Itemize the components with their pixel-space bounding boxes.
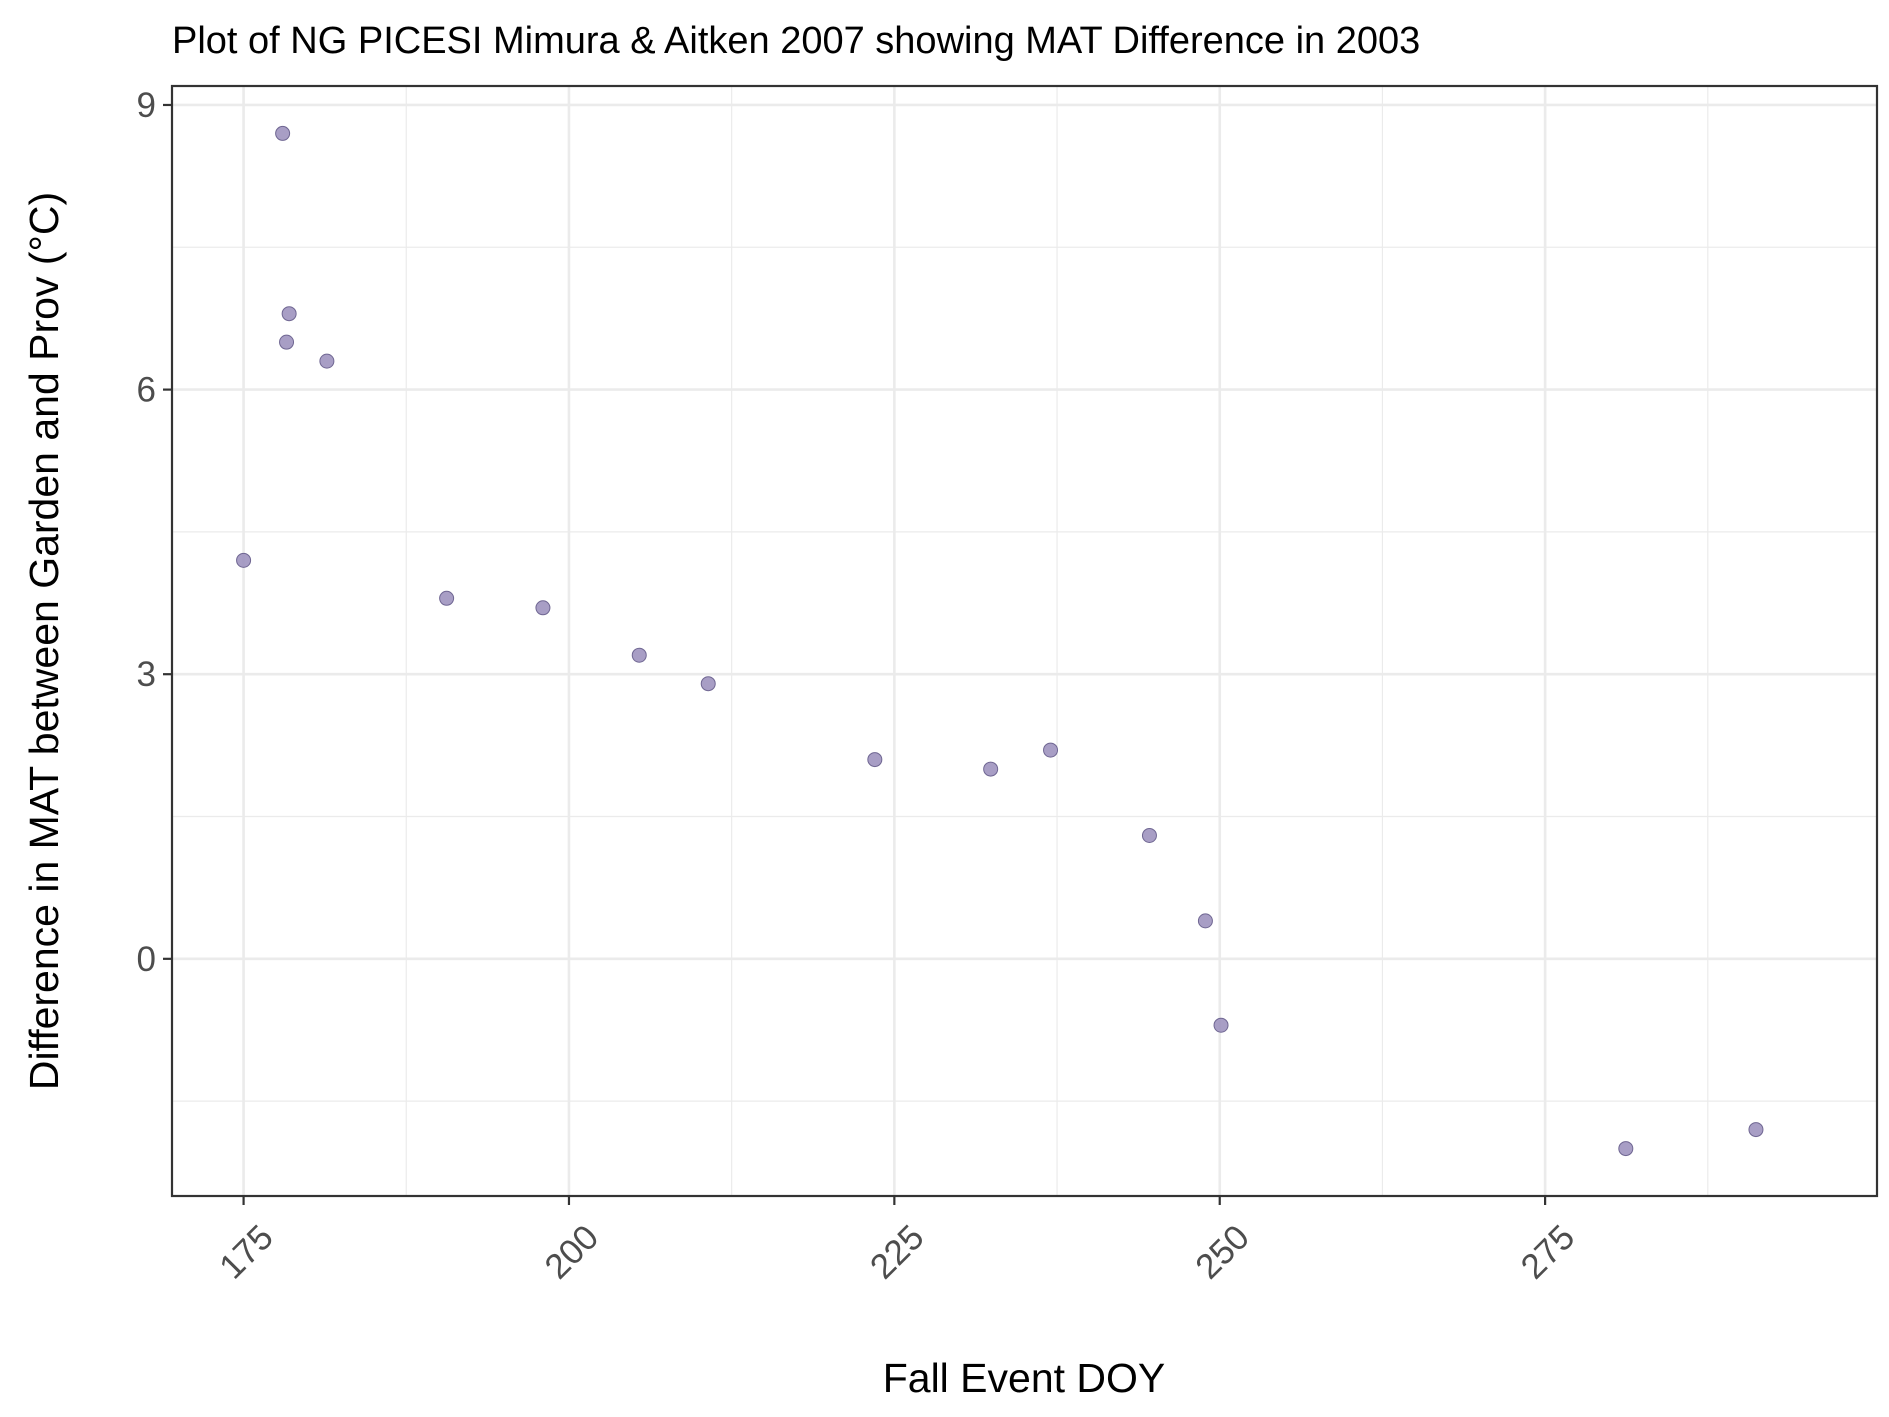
data-point — [279, 334, 295, 350]
data-point — [1043, 742, 1059, 758]
data-points — [236, 125, 1764, 1157]
data-point — [439, 590, 455, 606]
data-point — [236, 552, 252, 568]
grid-minor — [172, 86, 1877, 1196]
data-point — [281, 306, 297, 322]
data-point — [535, 600, 551, 616]
data-point — [319, 353, 335, 369]
chart-title: Plot of NG PICESI Mimura & Aitken 2007 s… — [172, 20, 1420, 62]
x-axis-ticks: 175 200 225 250 275 — [212, 1196, 1582, 1286]
x-tick-label: 275 — [1513, 1218, 1582, 1287]
data-point — [1197, 913, 1213, 929]
x-tick-label: 250 — [1188, 1218, 1257, 1287]
plot-panel-border — [170, 84, 1879, 1198]
data-point — [983, 761, 999, 777]
data-point — [700, 676, 716, 692]
data-point — [1618, 1141, 1634, 1157]
data-point — [1213, 1017, 1229, 1033]
data-point — [275, 125, 291, 141]
y-tick-label: 3 — [137, 655, 156, 694]
grid-major — [172, 86, 1877, 1196]
data-point — [1141, 827, 1157, 843]
y-tick-label: 9 — [137, 86, 156, 125]
data-point — [1748, 1122, 1764, 1138]
x-tick-label: 175 — [212, 1218, 281, 1287]
y-tick-label: 0 — [137, 940, 156, 979]
y-axis-title: Difference in MAT between Garden and Pro… — [21, 192, 67, 1090]
x-tick-label: 225 — [863, 1218, 932, 1287]
x-axis-title: Fall Event DOY — [883, 1355, 1166, 1401]
y-tick-label: 6 — [137, 371, 156, 410]
data-point — [631, 647, 647, 663]
x-tick-label: 200 — [537, 1218, 606, 1287]
y-axis-ticks: 0 3 6 9 — [137, 86, 172, 979]
data-point — [867, 752, 883, 768]
